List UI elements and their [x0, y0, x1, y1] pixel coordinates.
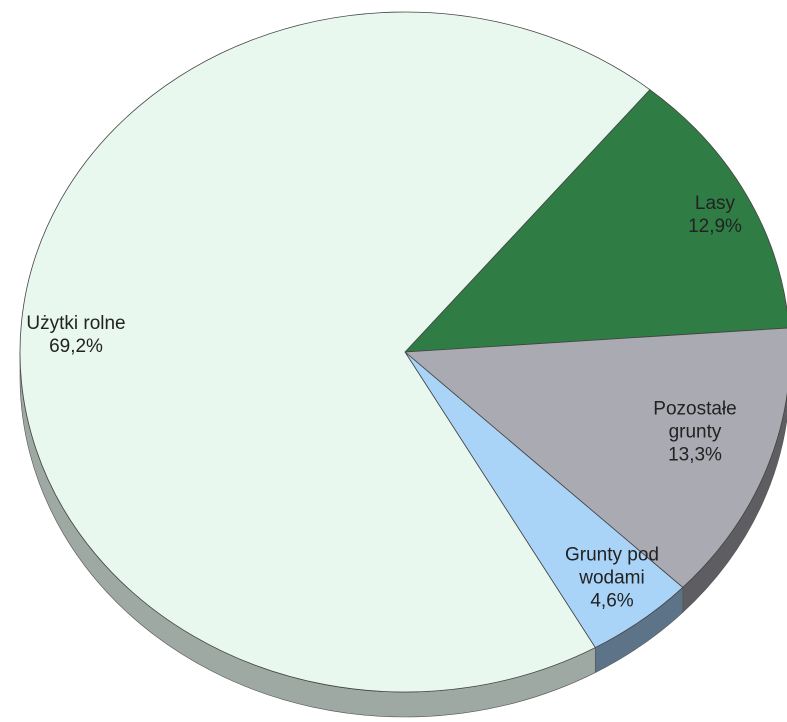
slice-label: Lasy 12,9%	[688, 192, 742, 238]
slice-label: Użytki rolne 69,2%	[26, 312, 125, 358]
value-label: 12,9%	[688, 216, 742, 237]
value-label: 4,6%	[590, 590, 634, 612]
slice-label: Grunty pod wodami 4,6%	[552, 544, 672, 613]
slice-label: Pozostałe grunty 13,3%	[649, 398, 741, 467]
category-label: Lasy	[694, 193, 736, 214]
value-label: 13,3%	[668, 444, 722, 466]
category-label: Pozostałe grunty	[653, 398, 737, 443]
slice	[403, 327, 787, 588]
slice	[404, 89, 787, 353]
slice	[19, 11, 651, 693]
value-label: 69,2%	[49, 336, 103, 357]
category-label: Użytki rolne	[26, 313, 126, 334]
category-label: Grunty pod wodami	[565, 544, 659, 589]
